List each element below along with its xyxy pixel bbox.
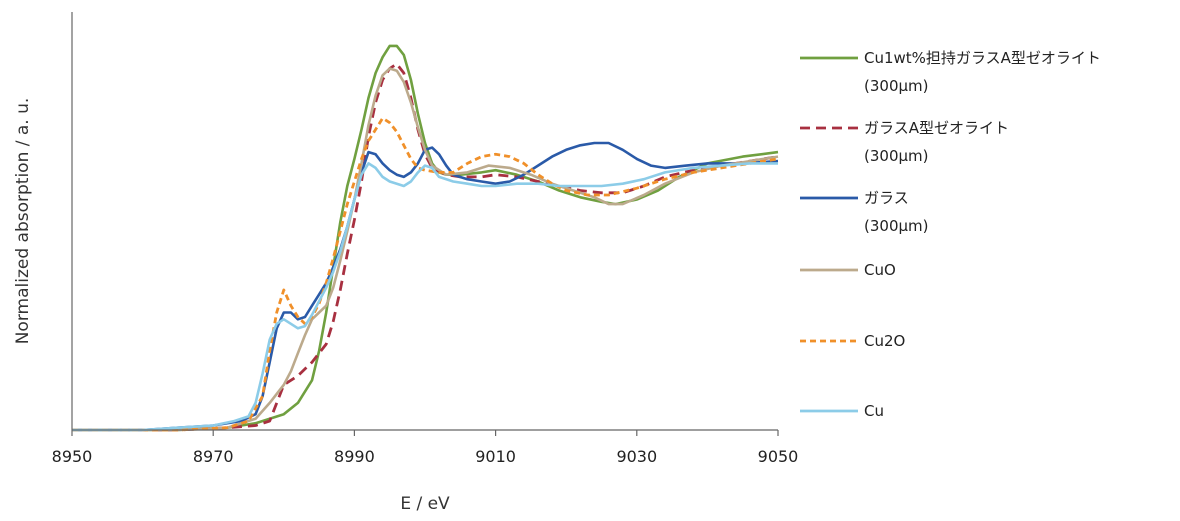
- series-line: [72, 62, 779, 432]
- axes-layer: [71, 12, 778, 431]
- legend: Cu1wt%担持ガラスA型ゼオライト (300μm) ガラスA型ゼオライト (300μ…: [800, 49, 1101, 420]
- x-axis-label: E / eV: [400, 494, 450, 514]
- legend-label: ガラス: [864, 189, 909, 207]
- x-tick-label: 8990: [334, 447, 375, 466]
- y-axis-label: Normalized absorption / a. u.: [13, 98, 33, 345]
- x-tick-label: 8970: [193, 447, 234, 466]
- legend-label-sub: (300μm): [864, 217, 929, 235]
- legend-label-sub: (300μm): [864, 147, 929, 165]
- x-tick-label: 9010: [475, 447, 516, 466]
- x-tick-label: 8950: [52, 447, 93, 466]
- series-line: [72, 116, 779, 432]
- legend-label: CuO: [864, 261, 896, 279]
- x-tick-layer: 8950 8970 8990 9010 9030 9050: [52, 430, 799, 466]
- legend-label: ガラスA型ゼオライト: [864, 119, 1009, 137]
- legend-label-sub: (300μm): [864, 77, 929, 95]
- series-line: [72, 44, 779, 432]
- series-line: [72, 141, 779, 432]
- x-tick-label: 9030: [616, 447, 657, 466]
- legend-label: Cu1wt%担持ガラスA型ゼオライト: [864, 49, 1101, 67]
- series-line: [72, 162, 778, 432]
- series-layer: [72, 44, 779, 432]
- legend-label: Cu: [864, 402, 884, 420]
- x-tick-label: 9050: [758, 447, 799, 466]
- legend-label: Cu2O: [864, 332, 905, 350]
- series-line: [72, 67, 779, 432]
